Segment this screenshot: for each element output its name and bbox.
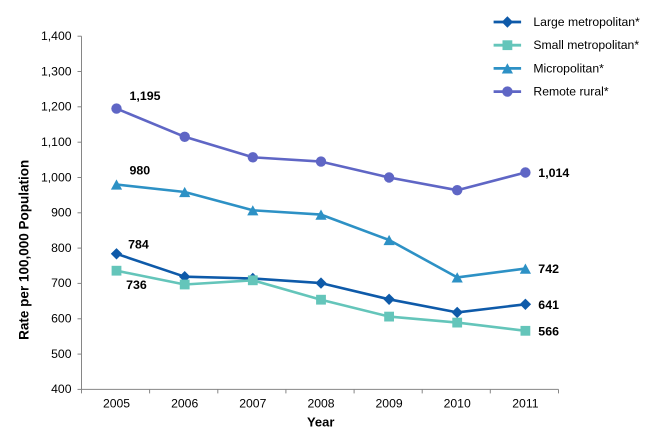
svg-text:Year: Year	[307, 415, 334, 430]
svg-text:1,195: 1,195	[130, 89, 161, 103]
svg-text:400: 400	[51, 382, 72, 396]
svg-text:1,200: 1,200	[41, 100, 72, 114]
svg-text:Remote rural*: Remote rural*	[533, 85, 608, 99]
svg-text:2010: 2010	[444, 397, 471, 411]
svg-text:641: 641	[538, 298, 559, 312]
svg-text:700: 700	[51, 276, 72, 290]
svg-text:2008: 2008	[307, 397, 334, 411]
svg-text:2005: 2005	[103, 397, 130, 411]
svg-text:1,100: 1,100	[41, 135, 72, 149]
svg-text:980: 980	[130, 164, 151, 178]
svg-text:742: 742	[538, 262, 559, 276]
svg-text:1,014: 1,014	[538, 166, 569, 180]
svg-text:500: 500	[51, 347, 72, 361]
svg-text:784: 784	[128, 237, 149, 251]
svg-text:1,300: 1,300	[41, 64, 72, 78]
svg-text:Small metropolitan*: Small metropolitan*	[533, 38, 639, 52]
svg-text:2007: 2007	[239, 397, 266, 411]
svg-text:600: 600	[51, 312, 72, 326]
svg-text:2011: 2011	[512, 397, 538, 411]
svg-text:1,000: 1,000	[41, 170, 72, 184]
svg-text:2009: 2009	[376, 397, 403, 411]
svg-text:2006: 2006	[171, 397, 198, 411]
svg-text:Large metropolitan*: Large metropolitan*	[533, 15, 640, 29]
svg-text:1,400: 1,400	[41, 29, 72, 43]
svg-text:Micropolitan*: Micropolitan*	[533, 61, 604, 75]
svg-text:736: 736	[126, 278, 147, 292]
svg-text:900: 900	[51, 206, 72, 220]
svg-text:800: 800	[51, 241, 72, 255]
svg-text:Rate per 100,000 Population: Rate per 100,000 Population	[16, 160, 31, 340]
svg-text:566: 566	[538, 324, 559, 338]
